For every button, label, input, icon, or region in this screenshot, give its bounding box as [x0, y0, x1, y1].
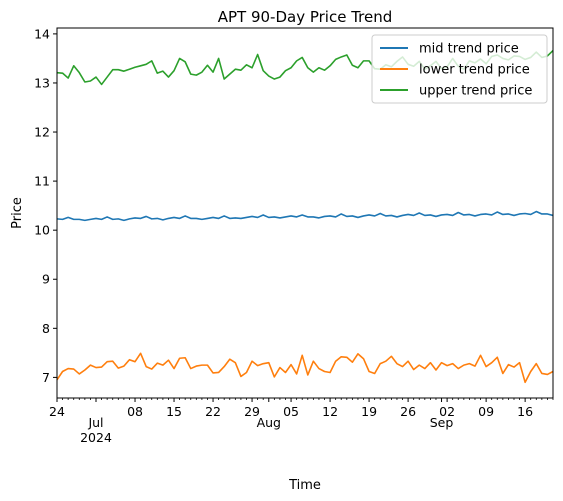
series-line-mid-trend-price	[56, 210, 554, 222]
x-tick-label: 09	[478, 404, 494, 419]
x-axis-title: Time	[288, 478, 321, 493]
x-tick-label: 24	[49, 404, 65, 419]
x-tick-label: 29	[244, 404, 260, 419]
legend-label: lower trend price	[419, 63, 530, 78]
x-tick-sublabel: Sep	[430, 415, 454, 430]
x-tick-label: 08	[127, 404, 143, 419]
chart-title: APT 90-Day Price Trend	[218, 8, 393, 26]
legend: mid trend price lower trend price upper tr…	[371, 34, 548, 104]
x-tick-label: 26	[400, 404, 416, 419]
plot-frame	[56, 27, 554, 399]
y-tick-label: 10	[34, 223, 50, 238]
legend-box	[371, 34, 548, 104]
y-tick-label: 14	[34, 26, 50, 41]
x-tick-label: 15	[166, 404, 182, 419]
x-tick-sublabel: 2024	[80, 430, 112, 445]
x-tick-label: 05	[283, 404, 299, 419]
x-tick-label: 02	[439, 404, 455, 419]
x-tick-sublabel: Jul	[87, 415, 103, 430]
y-tick-label: 12	[34, 125, 50, 140]
x-tick-label: 22	[205, 404, 221, 419]
x-tick-label: 16	[517, 404, 533, 419]
x-tick-label: 19	[361, 404, 377, 419]
legend-label: upper trend price	[419, 84, 532, 99]
y-axis: 7 8 9 10 11 12 13 14	[34, 26, 57, 385]
y-axis-title: Price	[10, 197, 25, 229]
y-tick-label: 9	[42, 272, 50, 287]
x-tick-sublabel: Aug	[257, 415, 281, 430]
series-line-lower-trend-price	[56, 352, 554, 384]
y-tick-label: 11	[34, 174, 50, 189]
x-tick-label: 12	[322, 404, 338, 419]
y-tick-label: 13	[34, 75, 50, 90]
y-tick-label: 7	[42, 370, 50, 385]
y-tick-label: 8	[42, 321, 50, 336]
legend-label: mid trend price	[419, 42, 519, 57]
